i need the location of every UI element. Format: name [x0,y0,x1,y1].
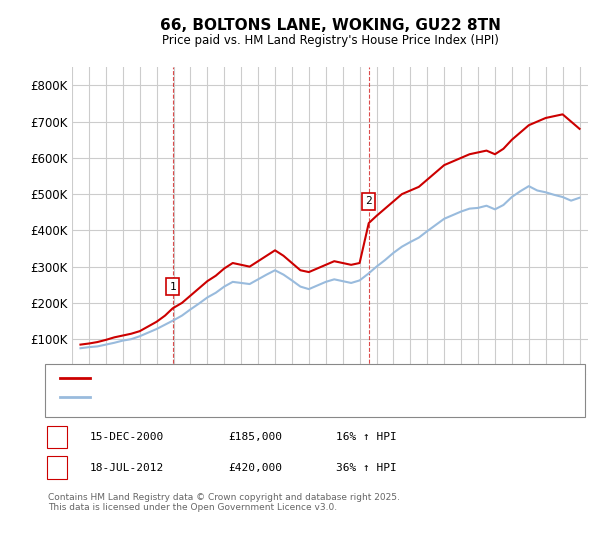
Text: Contains HM Land Registry data © Crown copyright and database right 2025.
This d: Contains HM Land Registry data © Crown c… [48,493,400,512]
Text: 66, BOLTONS LANE, WOKING, GU22 8TN (semi-detached house): 66, BOLTONS LANE, WOKING, GU22 8TN (semi… [96,374,446,383]
Text: 18-JUL-2012: 18-JUL-2012 [90,463,164,473]
Text: 16% ↑ HPI: 16% ↑ HPI [336,432,397,442]
Text: 2: 2 [53,463,61,473]
Text: Price paid vs. HM Land Registry's House Price Index (HPI): Price paid vs. HM Land Registry's House … [161,34,499,47]
Text: £185,000: £185,000 [228,432,282,442]
Text: HPI: Average price, semi-detached house, Woking: HPI: Average price, semi-detached house,… [96,393,390,402]
Text: 2: 2 [365,197,372,207]
Text: 66, BOLTONS LANE, WOKING, GU22 8TN: 66, BOLTONS LANE, WOKING, GU22 8TN [160,18,500,32]
Text: 1: 1 [53,432,61,442]
Text: 36% ↑ HPI: 36% ↑ HPI [336,463,397,473]
Text: 15-DEC-2000: 15-DEC-2000 [90,432,164,442]
Text: 1: 1 [169,282,176,292]
Text: £420,000: £420,000 [228,463,282,473]
